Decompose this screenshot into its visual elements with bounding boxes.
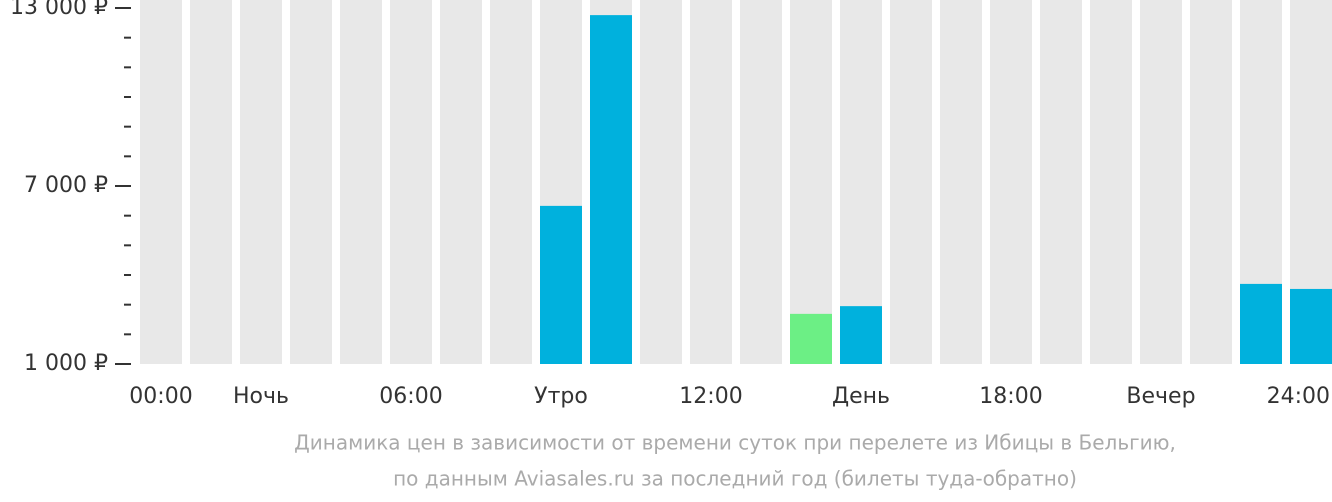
bar-background [390,0,432,364]
x-tick-label: День [832,384,890,409]
bar-background [1040,0,1082,364]
x-tick-label: Утро [534,384,588,409]
bar [840,306,882,364]
x-tick-label: 18:00 [979,384,1042,409]
bar-background [690,0,732,364]
bar-background [1140,0,1182,364]
bar-background [240,0,282,364]
bar-background [740,0,782,364]
bar-background [790,0,832,364]
bar [1290,288,1332,364]
bar-background [190,0,232,364]
bar-background [1190,0,1232,364]
y-tick-label: 7 000 ₽ [24,173,108,198]
bar-background [140,0,182,364]
bar [1240,283,1282,364]
bar [790,313,832,364]
y-tick-label: 13 000 ₽ [10,0,108,20]
bar-background [1090,0,1132,364]
bar-background [340,0,382,364]
bar [590,15,632,365]
x-tick-label: 00:00 [129,384,192,409]
y-tick-label: 1 000 ₽ [24,351,108,376]
x-tick-label: 24:00 [1267,384,1330,409]
bar-background [440,0,482,364]
bar-background [990,0,1032,364]
x-tick-label: 12:00 [679,384,742,409]
bar-background [490,0,532,364]
bar-background [890,0,932,364]
caption-line: Динамика цен в зависимости от времени су… [294,431,1176,455]
x-tick-label: Вечер [1126,384,1195,409]
x-tick-label: 06:00 [379,384,442,409]
bar [540,205,582,364]
x-tick-label: Ночь [233,384,289,409]
bar-background [940,0,982,364]
bar-background [290,0,332,364]
bar-background [640,0,682,364]
caption-line: по данным Aviasales.ru за последний год … [393,467,1077,491]
bar-background [840,0,882,364]
